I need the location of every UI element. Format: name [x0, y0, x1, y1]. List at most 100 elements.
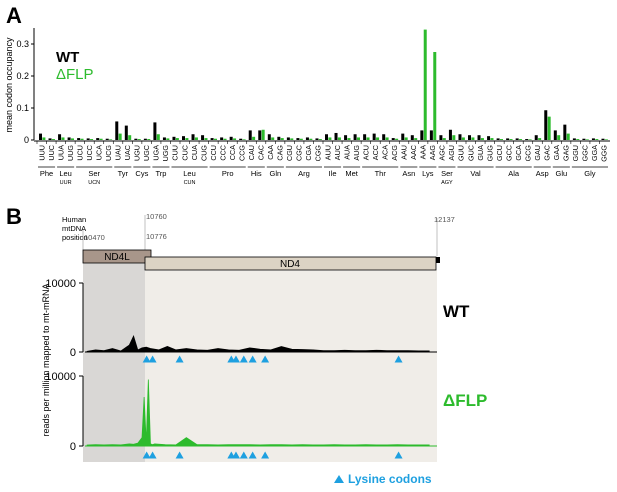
- aa-label-4: Cys: [135, 169, 148, 178]
- panel-b-flp-label: ΔFLP: [443, 391, 487, 410]
- codon-label-GGC: GGC: [581, 145, 590, 161]
- pos-10776: 10776: [146, 232, 167, 241]
- codon-label-GGA: GGA: [590, 145, 599, 161]
- lysine-marker-4: [231, 451, 240, 459]
- codon-label-CUU: CUU: [171, 145, 180, 161]
- flp-track: [85, 379, 437, 447]
- codon-label-AGU: AGU: [447, 145, 456, 161]
- aa-label-15: Lys: [422, 169, 434, 178]
- aa-label-12: Met: [345, 169, 358, 178]
- codon-label-GCU: GCU: [495, 145, 504, 161]
- bar-wt-UCU: [77, 138, 81, 140]
- bar-flp-GUA: [480, 138, 484, 140]
- bar-flp-CCA: [233, 138, 237, 140]
- lysine-marker-5: [239, 355, 248, 363]
- flp-tick-label-top: 10000: [45, 371, 76, 383]
- bar-flp-UCU: [80, 138, 84, 140]
- bar-wt-UGU: [134, 138, 138, 140]
- bar-wt-CUA: [191, 134, 195, 140]
- codon-label-UGC: UGC: [142, 145, 151, 161]
- pos-10760: 10760: [146, 212, 167, 221]
- bar-wt-CAC: [258, 130, 262, 140]
- bar-wt-AUG: [353, 134, 357, 140]
- bar-wt-GUG: [487, 136, 491, 140]
- panel-b-wt-label: WT: [443, 302, 470, 321]
- codon-label-UGU: UGU: [133, 145, 142, 161]
- nd4l-shade: [83, 262, 145, 462]
- codon-label-GGG: GGG: [600, 145, 609, 162]
- aa-label-7: Pro: [222, 169, 234, 178]
- bar-wt-GUC: [468, 135, 471, 140]
- bar-wt-CAA: [267, 134, 271, 140]
- bar-flp-CGA: [309, 138, 313, 140]
- bar-wt-ACU: [363, 134, 367, 140]
- aa-label-13: Thr: [375, 169, 387, 178]
- bar-wt-CGU: [286, 137, 290, 140]
- bar-wt-UUC: [48, 138, 52, 140]
- codon-label-UCG: UCG: [104, 145, 113, 161]
- codon-label-GUA: GUA: [476, 145, 485, 161]
- codon-label-GAU: GAU: [533, 145, 542, 161]
- bar-wt-AUA: [344, 135, 348, 140]
- aa-label-14: Asn: [402, 169, 415, 178]
- panel-a-label: A: [6, 3, 22, 28]
- bar-wt-CAG: [277, 136, 281, 140]
- bar-flp-CUC: [185, 138, 189, 140]
- codon-label-AUG: AUG: [352, 145, 361, 161]
- lysine-marker-6: [248, 355, 257, 363]
- aa-label-1: Leu: [59, 169, 72, 178]
- ytick-label-0: 0: [24, 135, 29, 145]
- lysine-marker-8: [394, 451, 403, 459]
- legend-wt: WT: [56, 49, 79, 66]
- codon-label-CUG: CUG: [199, 145, 208, 161]
- bar-wt-GGA: [591, 138, 595, 140]
- codon-label-CGA: CGA: [304, 145, 313, 161]
- bar-flp-GGG: [604, 139, 608, 140]
- bar-wt-AAG: [429, 130, 433, 140]
- bar-wt-CUC: [182, 136, 185, 140]
- bar-wt-UUG: [67, 137, 71, 140]
- codon-label-CCC: CCC: [218, 145, 227, 161]
- codon-label-CAG: CAG: [276, 145, 285, 161]
- bar-flp-GGA: [595, 139, 599, 140]
- bar-wt-ACC: [372, 133, 376, 140]
- lysine-markers-flp: [142, 451, 403, 459]
- bar-wt-AAU: [401, 133, 405, 140]
- pos-10470: 10470: [84, 233, 105, 242]
- bar-flp-ACC: [376, 137, 380, 140]
- codon-label-UAC: UAC: [123, 145, 132, 160]
- nd4-shade: [145, 270, 437, 462]
- bar-wt-CCG: [239, 138, 243, 140]
- nd4-gene-box: [144, 256, 437, 271]
- bar-flp-CAG: [280, 138, 284, 140]
- bar-flp-CAU: [252, 136, 256, 140]
- aa-sublabel-2: UCN: [88, 180, 100, 186]
- codon-label-CCA: CCA: [228, 145, 237, 160]
- bar-wt-CCU: [210, 138, 214, 140]
- codon-label-ACA: ACA: [380, 145, 389, 160]
- bar-flp-AUA: [347, 138, 351, 140]
- codon-label-UCA: UCA: [94, 145, 103, 160]
- bar-flp-AGU: [452, 135, 456, 140]
- bar-wt-GAU: [534, 135, 538, 140]
- bar-flp-GCG: [528, 139, 532, 140]
- bar-flp-AUC: [337, 137, 341, 140]
- codon-label-ACC: ACC: [371, 145, 380, 160]
- codon-label-UGA: UGA: [152, 145, 161, 161]
- panel-b-label: B: [6, 204, 22, 229]
- bar-wt-GUU: [458, 134, 462, 140]
- aa-label-11: Ile: [329, 169, 337, 178]
- bar-flp-AGC: [442, 138, 446, 140]
- bar-flp-GAG: [566, 133, 570, 140]
- codon-label-CAC: CAC: [257, 145, 266, 160]
- bar-flp-AUG: [357, 137, 360, 140]
- bar-flp-UUA: [61, 137, 65, 140]
- aa-label-8: His: [251, 169, 262, 178]
- wt-track: [85, 335, 437, 353]
- codon-label-CUA: CUA: [190, 145, 199, 160]
- aa-label-5: Trp: [155, 169, 166, 178]
- bar-flp-UAC: [128, 135, 132, 140]
- aa-label-19: Asp: [536, 169, 549, 178]
- codon-label-AAA: AAA: [419, 145, 428, 160]
- lysine-markers-wt: [142, 355, 403, 363]
